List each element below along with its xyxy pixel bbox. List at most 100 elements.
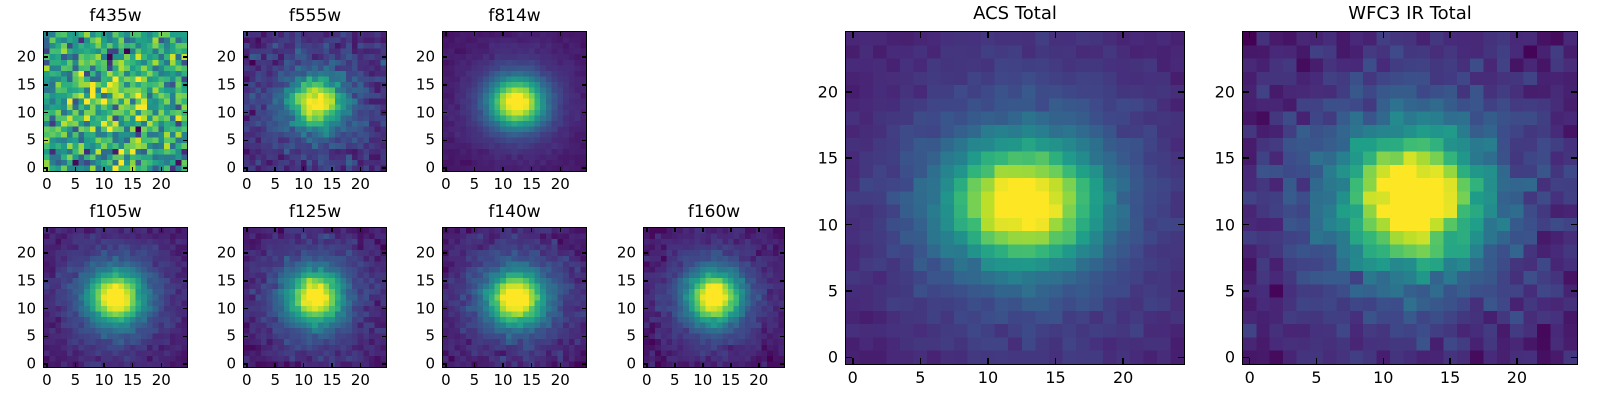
x-tick-label: 20 — [350, 371, 370, 389]
y-tick-label: 20 — [16, 47, 36, 66]
heatmap-image-f105w — [44, 228, 187, 367]
x-tick-label: 10 — [94, 371, 114, 389]
x-tick-label: 0 — [242, 175, 252, 193]
x-tick-label: 20 — [1506, 368, 1528, 387]
y-tick-label: 5 — [26, 130, 36, 149]
x-tick-label: 20 — [550, 175, 570, 193]
x-tick-label: 5 — [1311, 368, 1322, 387]
x-tick-label: 15 — [522, 371, 542, 389]
y-tick-label: 15 — [16, 75, 36, 94]
y-tick-label: 0 — [1224, 347, 1235, 367]
y-tick-label: 15 — [817, 148, 838, 168]
y-tick-label: 0 — [26, 158, 36, 177]
y-tick-label: 5 — [626, 326, 636, 345]
x-tick-label: 15 — [123, 175, 143, 193]
x-tick-label: 0 — [42, 175, 52, 193]
x-tick-label: 0 — [1244, 368, 1255, 387]
x-tick-label: 10 — [294, 371, 314, 389]
y-tick-label: 20 — [216, 243, 236, 262]
panel-title-acs-total: ACS Total — [973, 3, 1057, 24]
x-tick-label: 0 — [847, 368, 858, 387]
y-tick-label: 15 — [216, 75, 236, 94]
x-tick-label: 20 — [1112, 368, 1134, 387]
x-tick-label: 20 — [749, 371, 769, 389]
x-tick-label: 5 — [915, 368, 926, 387]
panel-title-f435w: f435w — [89, 6, 142, 26]
x-tick-label: 20 — [151, 371, 171, 389]
heatmap-image-wfc3-ir-total — [1243, 32, 1577, 364]
panel-title-f125w: f125w — [288, 202, 342, 222]
y-tick-label: 5 — [1224, 281, 1235, 301]
y-tick-label: 10 — [216, 299, 236, 318]
y-tick-label: 20 — [415, 243, 435, 262]
x-tick-label: 10 — [94, 175, 114, 193]
y-tick-label: 10 — [817, 215, 838, 235]
y-tick-label: 10 — [616, 299, 636, 318]
heatmap-image-f555w — [244, 32, 386, 171]
y-tick-label: 5 — [425, 326, 435, 345]
panel-f435w: f435w 0 5 10 15 20 0 5 10 15 20 — [17, 6, 188, 192]
x-tick-label: 15 — [721, 371, 741, 389]
y-tick-label: 20 — [616, 243, 636, 262]
y-tick-label: 5 — [827, 281, 838, 301]
panel-acs-total: ACS Total 0 5 10 15 20 0 5 10 15 20 — [818, 3, 1185, 386]
y-tick-label: 0 — [226, 158, 236, 177]
heatmap-image-f435w — [44, 32, 187, 171]
y-tick-label: 15 — [1214, 148, 1235, 168]
y-tick-label: 20 — [415, 47, 435, 66]
x-tick-label: 0 — [642, 371, 652, 389]
x-tick-label: 10 — [493, 175, 513, 193]
x-tick-label: 20 — [550, 371, 570, 389]
panel-f814w: f814w 0 5 10 15 20 0 5 10 15 20 — [416, 6, 587, 192]
x-tick-label: 15 — [322, 371, 342, 389]
x-tick-label: 5 — [270, 175, 281, 193]
heatmap-image-f125w — [244, 228, 386, 367]
x-tick-label: 15 — [522, 175, 542, 193]
x-tick-label: 15 — [1045, 368, 1066, 387]
x-tick-label: 20 — [350, 175, 370, 193]
panel-f555w: f555w 0 5 10 15 20 0 5 10 15 20 — [217, 6, 387, 192]
heatmap-image-f160w — [644, 228, 784, 367]
y-tick-label: 15 — [616, 271, 636, 290]
heatmap-image-f140w — [443, 228, 586, 367]
y-tick-label: 15 — [415, 75, 435, 94]
x-tick-label: 15 — [322, 175, 342, 193]
y-tick-label: 5 — [226, 130, 236, 149]
y-tick-label: 0 — [425, 158, 435, 177]
y-tick-label: 0 — [226, 354, 236, 373]
x-tick-label: 10 — [693, 371, 713, 389]
y-tick-label: 20 — [1214, 82, 1235, 102]
y-tick-label: 0 — [827, 347, 838, 367]
y-tick-label: 15 — [16, 271, 36, 290]
panel-title-f160w: f160w — [687, 202, 741, 222]
x-tick-label: 10 — [977, 368, 999, 387]
x-tick-label: 5 — [469, 175, 480, 193]
y-tick-label: 5 — [226, 326, 236, 345]
x-tick-label: 0 — [441, 175, 451, 193]
x-tick-label: 5 — [70, 175, 81, 193]
panel-title-f555w: f555w — [288, 6, 342, 26]
x-tick-label: 10 — [1373, 368, 1394, 387]
panel-title-f105w: f105w — [89, 202, 142, 222]
x-tick-label: 5 — [469, 371, 480, 389]
y-tick-label: 10 — [415, 103, 435, 122]
y-tick-label: 15 — [216, 271, 236, 290]
panel-f125w: f125w 0 5 10 15 20 0 5 10 15 20 — [217, 202, 387, 388]
y-tick-label: 10 — [16, 103, 36, 122]
panel-f160w: f160w 0 5 10 15 20 0 5 10 15 20 — [617, 202, 785, 388]
heatmap-image-f814w — [443, 32, 586, 171]
x-tick-label: 0 — [441, 371, 451, 389]
y-tick-label: 15 — [415, 271, 435, 290]
y-tick-label: 10 — [16, 299, 36, 318]
y-tick-label: 10 — [216, 103, 236, 122]
x-tick-label: 20 — [151, 175, 171, 193]
panel-title-wfc3-ir-total: WFC3 IR Total — [1348, 3, 1472, 24]
x-tick-label: 10 — [294, 175, 314, 193]
panel-f105w: f105w 0 5 10 15 20 0 5 10 15 20 — [17, 202, 188, 388]
panel-f140w: f140w 0 5 10 15 20 0 5 10 15 20 — [416, 202, 587, 388]
y-tick-label: 0 — [425, 354, 435, 373]
x-tick-label: 10 — [493, 371, 513, 389]
panel-title-f814w: f814w — [488, 6, 541, 26]
x-tick-label: 0 — [42, 371, 52, 389]
